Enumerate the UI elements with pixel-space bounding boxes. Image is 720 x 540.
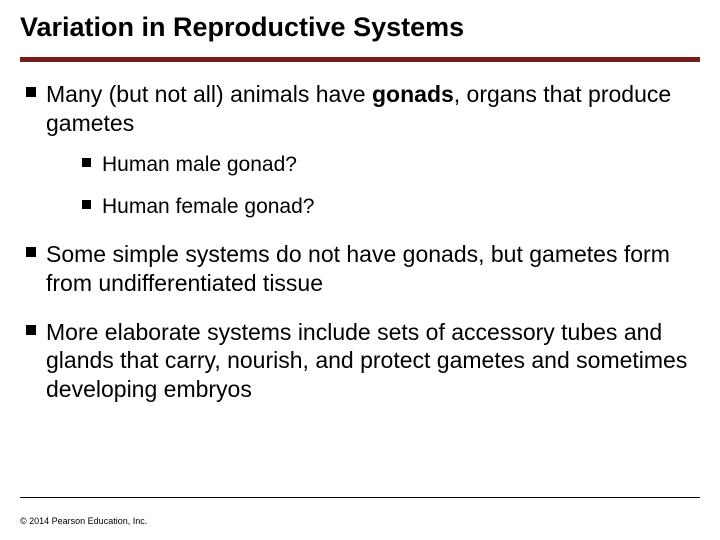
bullet-item: Many (but not all) animals have gonads, … (20, 80, 700, 220)
bullet-item: More elaborate systems include sets of a… (20, 318, 700, 404)
text-run-bold: gonads (372, 81, 454, 107)
bullet-text: More elaborate systems include sets of a… (46, 319, 687, 403)
text-run: Many (but not all) animals have (46, 81, 372, 107)
sub-bullet-text: Human female gonad? (102, 195, 314, 218)
sub-bullet-list: Human male gonad? Human female gonad? (46, 152, 700, 221)
slide: Variation in Reproductive Systems Many (… (0, 0, 720, 540)
footer-underline (20, 497, 700, 498)
title-underline (20, 57, 700, 62)
copyright-text: © 2014 Pearson Education, Inc. (20, 516, 147, 526)
sub-bullet-item: Human female gonad? (80, 194, 700, 220)
slide-title: Variation in Reproductive Systems (20, 12, 700, 43)
bullet-list: Many (but not all) animals have gonads, … (20, 80, 700, 404)
bullet-text: Some simple systems do not have gonads, … (46, 241, 670, 296)
bullet-item: Some simple systems do not have gonads, … (20, 240, 700, 298)
sub-bullet-text: Human male gonad? (102, 153, 297, 176)
sub-bullet-item: Human male gonad? (80, 152, 700, 178)
bullet-text: Many (but not all) animals have gonads, … (46, 81, 671, 136)
